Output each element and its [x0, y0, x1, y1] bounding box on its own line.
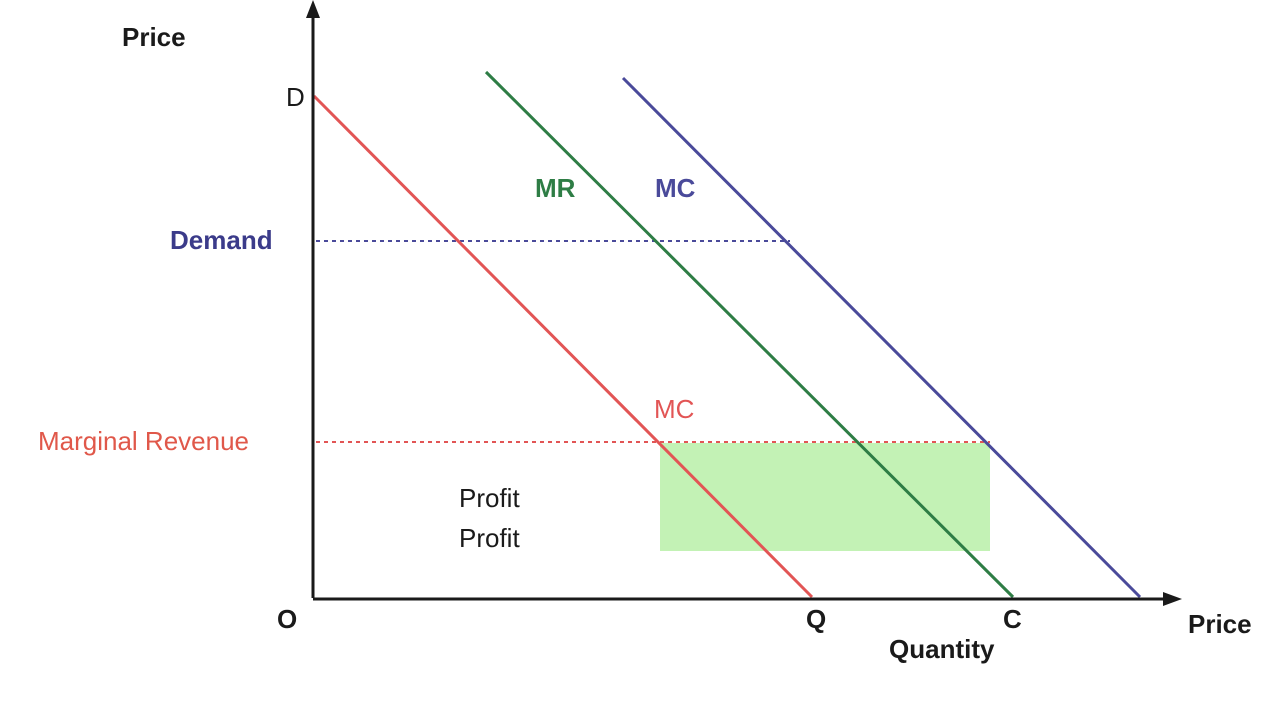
mr-curve-label: MR — [535, 173, 576, 203]
profit-label-2: Profit — [459, 523, 520, 553]
origin-label: O — [277, 604, 297, 634]
red-demand-curve — [312, 94, 814, 599]
d-point-label: D — [286, 82, 305, 112]
mc-curve-label: MC — [655, 173, 696, 203]
marginal-revenue-level-label: Marginal Revenue — [38, 426, 249, 456]
x-axis-title: Quantity — [889, 634, 995, 664]
mc-point-label: MC — [654, 394, 694, 424]
x-axis-arrowhead — [1163, 592, 1182, 606]
profit-label-1: Profit — [459, 483, 520, 513]
y-axis-label: Price — [122, 22, 186, 52]
profit-area — [660, 443, 990, 551]
mr-curve — [484, 70, 1015, 599]
mc-curve — [621, 76, 1142, 599]
q-point-label: Q — [806, 604, 826, 634]
c-point-label: C — [1003, 604, 1022, 634]
y-axis-arrowhead — [306, 0, 320, 18]
demand-level-label: Demand — [170, 225, 273, 255]
x-axis-end-label: Price — [1188, 609, 1252, 639]
